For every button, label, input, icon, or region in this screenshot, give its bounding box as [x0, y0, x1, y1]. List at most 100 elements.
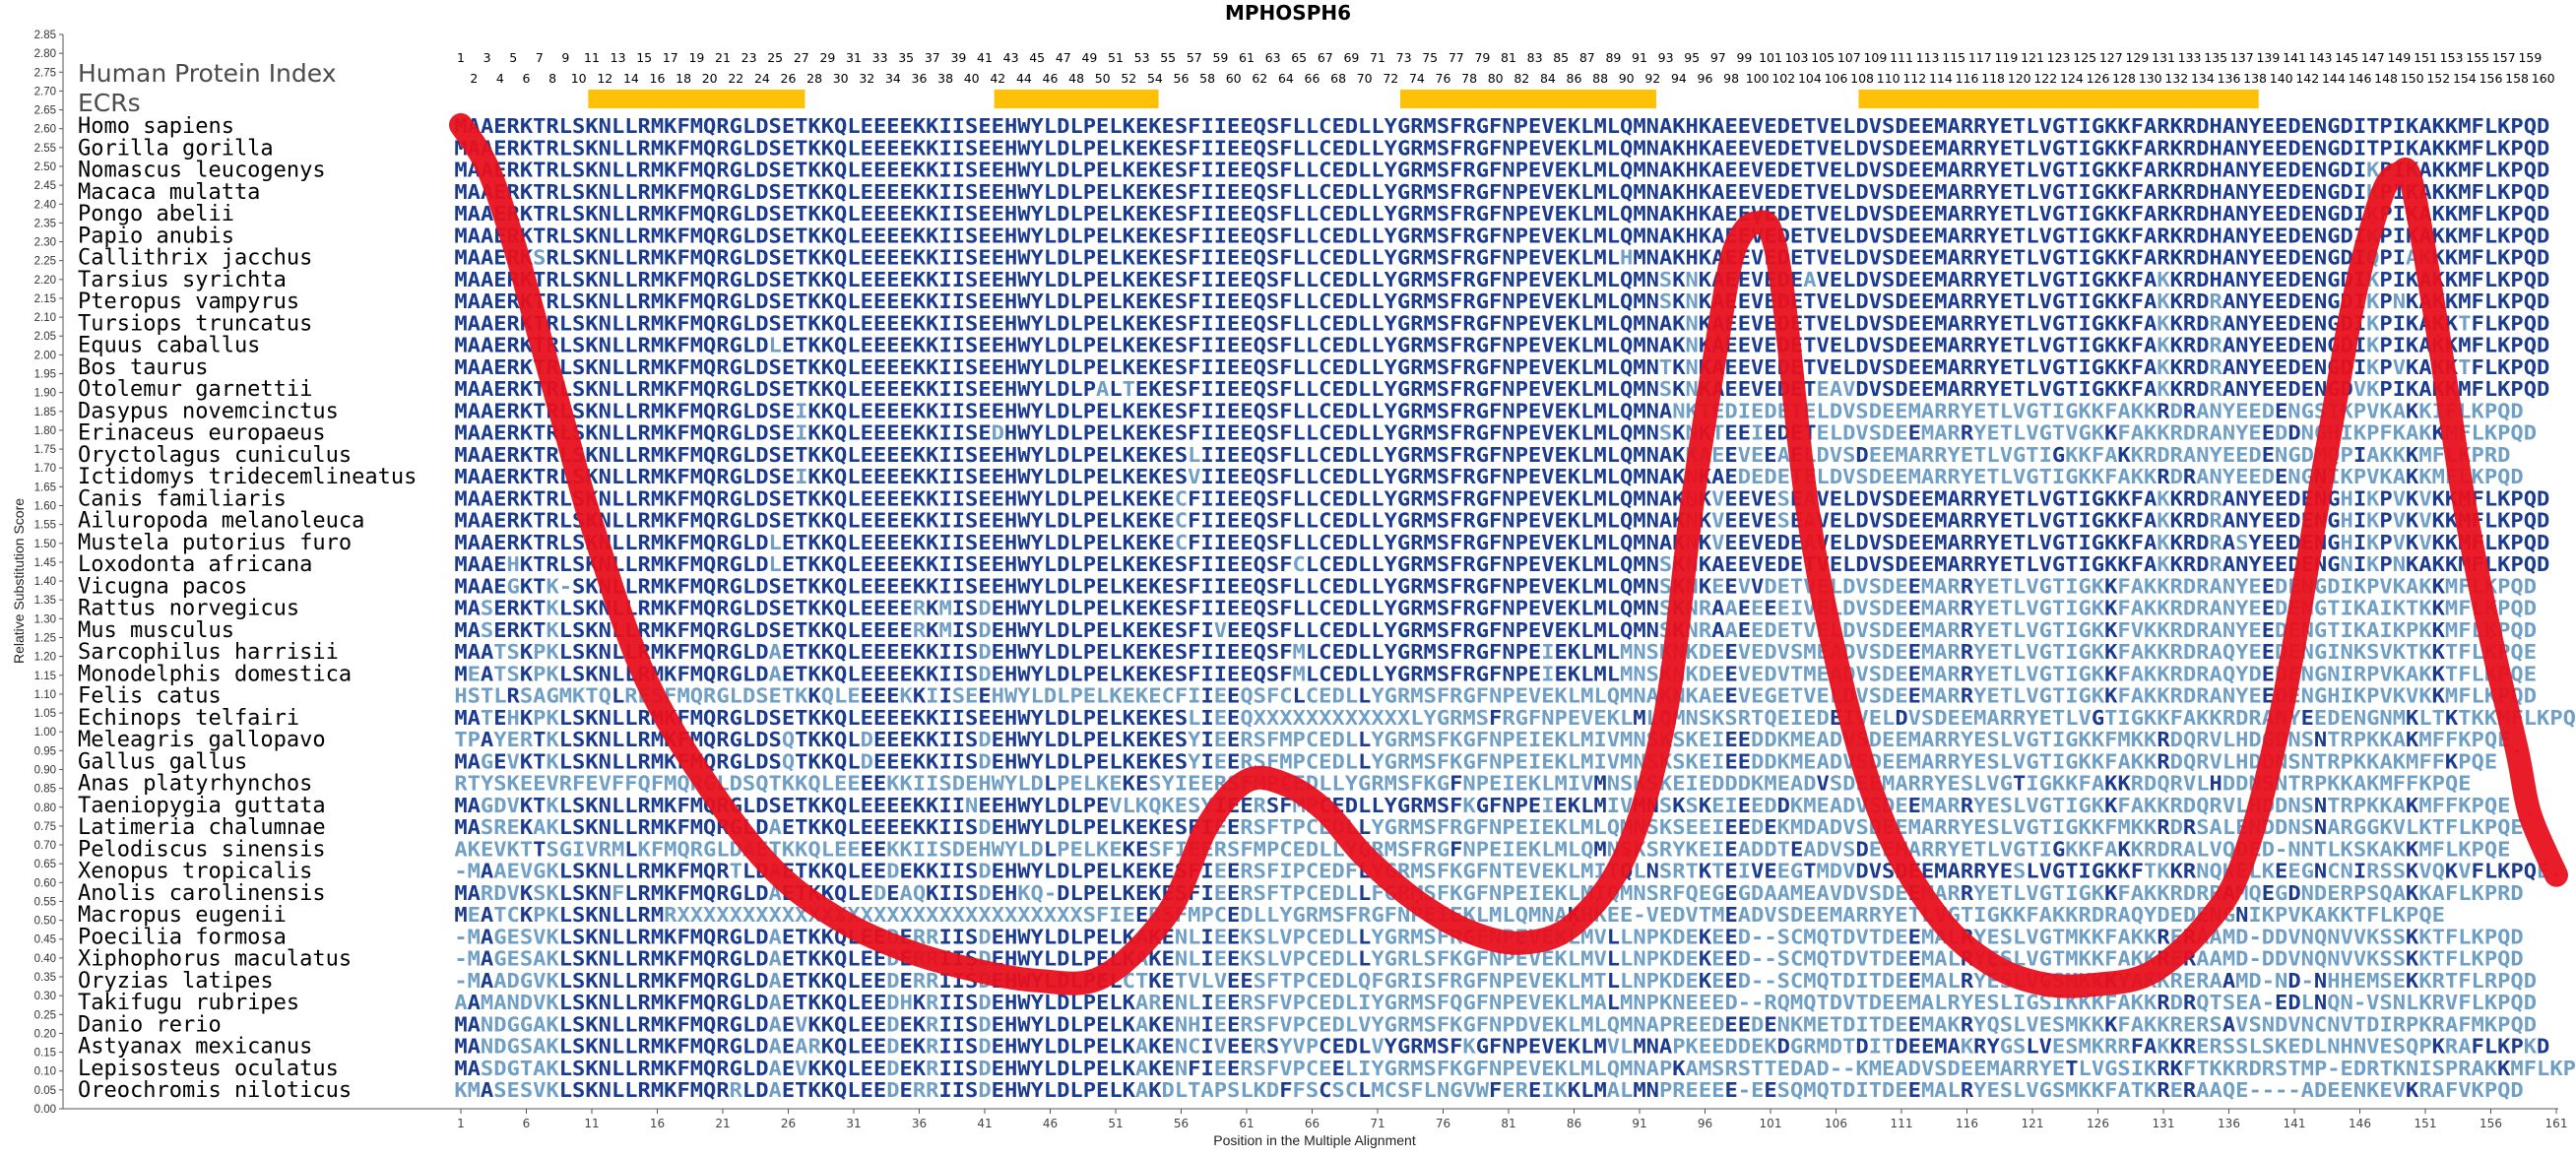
- sequence-row: MAAERKTRLSKNLLRMKFMQRGLDSETKKQLEEEEKKIIS…: [454, 289, 2549, 313]
- y-tick-label: 1.75: [34, 444, 56, 456]
- sequence-row: MEATCKPKLSKNLLRM RXXXXXXXXXXXXXXXXXXXXXXX…: [454, 903, 2445, 927]
- y-tick-label: 1.25: [34, 632, 56, 644]
- species-label: Oryzias latipes: [78, 969, 274, 994]
- y-tick-label: 1.60: [34, 501, 56, 513]
- data-point: [1166, 911, 1170, 915]
- x-tick-label: 141: [2284, 1117, 2306, 1130]
- data-point: [1991, 964, 1995, 968]
- column-number: 145: [2335, 50, 2358, 65]
- column-number: 102: [1771, 71, 1795, 86]
- data-point: [1519, 941, 1523, 945]
- y-tick-label: 2.65: [34, 105, 56, 117]
- column-number: 73: [1396, 50, 1412, 65]
- column-number: 5: [509, 50, 517, 65]
- column-number: 65: [1291, 50, 1307, 65]
- y-tick-label: 2.15: [34, 293, 56, 305]
- species-label: Equus caballus: [78, 334, 260, 358]
- column-number: 58: [1199, 71, 1215, 86]
- y-tick-label: 0.30: [34, 991, 56, 1002]
- column-number: 126: [2087, 71, 2110, 86]
- column-number: 16: [650, 71, 666, 86]
- x-tick-label: 81: [1501, 1117, 1515, 1130]
- data-point: [839, 919, 843, 923]
- column-number: 38: [937, 71, 953, 86]
- x-tick-label: 131: [2153, 1117, 2175, 1130]
- sequence-row: MAAERKTRLSKNLLRMKFMQRGLDSETKKQLEEEEKKIIS…: [454, 443, 2510, 467]
- data-point: [1939, 919, 1943, 923]
- column-number: 149: [2387, 50, 2411, 65]
- data-point: [485, 164, 489, 168]
- column-number: 69: [1343, 50, 1359, 65]
- y-tick-label: 1.95: [34, 369, 56, 381]
- ecr-bars: [588, 90, 2259, 108]
- column-number: 103: [1785, 50, 1809, 65]
- column-number: 141: [2283, 50, 2306, 65]
- data-point: [1742, 228, 1746, 232]
- column-number: 29: [819, 50, 835, 65]
- column-number: 92: [1644, 71, 1660, 86]
- ecr-bar: [994, 90, 1159, 108]
- species-label: Callithrix jacchus: [78, 246, 312, 271]
- data-point: [538, 334, 542, 338]
- column-number: 46: [1043, 71, 1059, 86]
- column-number: 116: [1956, 71, 1979, 86]
- sequence-row: MAAE HKTRLSKNLLRMKFMQRGLD LETKKQLEEEEKKIIS…: [454, 552, 2549, 576]
- y-tick-label: 1.30: [34, 613, 56, 625]
- data-point: [1323, 809, 1327, 813]
- data-point: [2528, 812, 2532, 816]
- species-label: Oryctolagus cuniculus: [78, 443, 352, 468]
- x-tick-label: 21: [715, 1117, 730, 1130]
- column-number: 83: [1527, 50, 1543, 65]
- column-number: 120: [2008, 71, 2031, 86]
- sequence-row: MAAERKTRLSKNLLRMKFMQRGLDSE IKKQLEEEEKKIIS…: [454, 465, 2523, 488]
- column-number: 39: [950, 50, 966, 65]
- data-point: [1729, 259, 1733, 263]
- column-number: 9: [561, 50, 569, 65]
- column-number: 108: [1850, 71, 1874, 86]
- column-number: 31: [846, 50, 862, 65]
- sequence-row: MAAERKTRLSKNLLRMKFMQRGLDSE IKKQLEEEEKKIIS…: [454, 421, 2537, 445]
- data-point: [708, 787, 712, 791]
- species-label: Rattus norvegicus: [78, 597, 299, 621]
- x-tick-label: 6: [523, 1117, 531, 1130]
- species-label: Bos taurus: [78, 355, 208, 380]
- sequence-row: MAAERKTRLSKNLLRMKFMQRGLDSETKKQLEEEEKKIIS…: [454, 377, 2549, 401]
- column-number: 25: [767, 50, 783, 65]
- species-label: Vicugna pacos: [78, 574, 247, 599]
- column-number: 89: [1605, 50, 1621, 65]
- column-number: 79: [1474, 50, 1490, 65]
- column-number: 43: [1003, 50, 1019, 65]
- y-tick-label: 0.95: [34, 745, 56, 757]
- sequence-row: -MAADGVK LSKNLLRMKFMQRGLD AETKKQLEE DERRIIS…: [454, 969, 2537, 993]
- y-tick-label: 0.50: [34, 916, 56, 928]
- column-number: 57: [1187, 50, 1202, 65]
- y-tick-label: 0.25: [34, 1009, 56, 1021]
- sequence-row: MAAERKTRLSKNLLRMKFMQRGLDSETKKQLEEEEKKIIS…: [454, 159, 2549, 182]
- x-tick-label: 31: [846, 1117, 861, 1130]
- x-tick-label: 96: [1698, 1117, 1712, 1130]
- x-tick-label: 76: [1436, 1117, 1450, 1130]
- species-label: Latimeria chalumnae: [78, 815, 326, 840]
- column-number: 143: [2309, 50, 2333, 65]
- ecr-bar: [588, 90, 805, 108]
- column-number: 33: [872, 50, 888, 65]
- y-tick-label: 1.90: [34, 388, 56, 400]
- species-label: Dasypus novemcinctus: [78, 399, 339, 423]
- data-point: [1625, 851, 1629, 855]
- column-number: 36: [912, 71, 928, 86]
- column-number: 144: [2322, 71, 2346, 86]
- column-number: 98: [1723, 71, 1739, 86]
- species-label: Homo sapiens: [78, 114, 234, 139]
- column-number: 13: [611, 50, 626, 65]
- column-number: 142: [2295, 71, 2319, 86]
- x-tick-label: 61: [1239, 1117, 1254, 1130]
- column-number: 134: [2191, 71, 2215, 86]
- data-point: [1284, 783, 1288, 787]
- column-number: 35: [898, 50, 914, 65]
- sequence-row: MAGEVKTKLSKNLLRMKFMQRGLDS QTKKQL DEEEKKIIS…: [454, 749, 2497, 773]
- y-tick-label: 2.10: [34, 312, 56, 324]
- sequence-row: MAAERKTRLSKNLLRMKFMQRGLDSETKKQLEEEEKKIIS…: [454, 509, 2549, 533]
- data-point: [970, 967, 974, 971]
- species-label: Loxodonta africana: [78, 552, 312, 577]
- y-tick-label: 2.60: [34, 124, 56, 136]
